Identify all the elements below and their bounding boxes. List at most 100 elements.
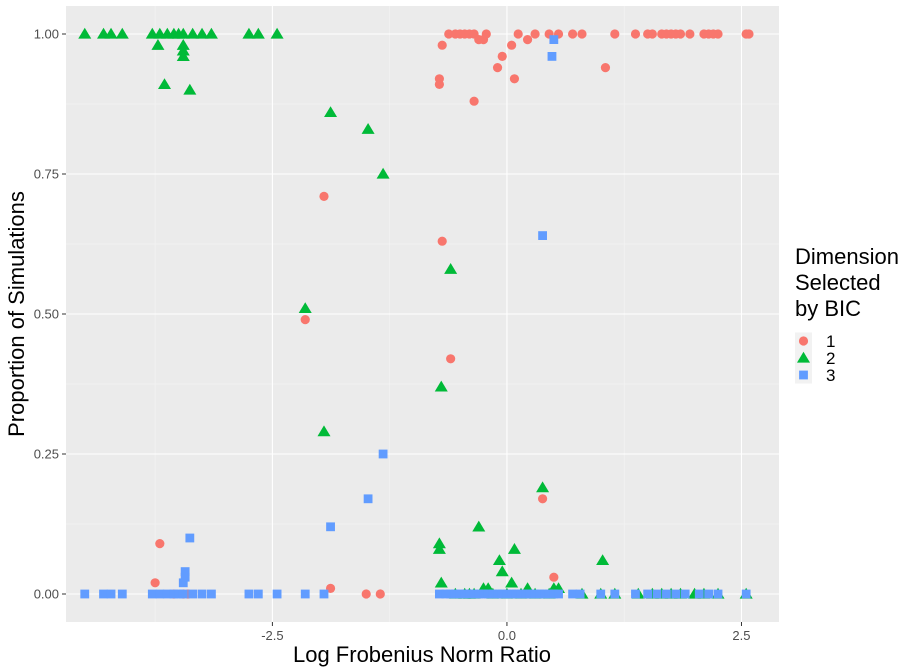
data-point-series-2 [78, 27, 92, 39]
legend-title-line-2: Selected [795, 270, 881, 295]
data-point-series-3 [671, 589, 681, 599]
data-point-series-2 [434, 380, 448, 392]
data-point-series-3 [180, 572, 190, 582]
y-tick-label: 0.50 [34, 307, 59, 322]
data-point-series-3 [326, 522, 335, 532]
data-point-series-1 [610, 29, 620, 39]
data-point-series-1 [647, 29, 657, 39]
data-point-series-3 [450, 589, 460, 599]
series-3 [80, 35, 751, 599]
data-point-series-1 [513, 29, 523, 39]
data-point-series-2 [361, 123, 375, 134]
data-point-series-3 [511, 589, 521, 599]
data-point-series-3 [643, 589, 653, 599]
y-tick-label: 0.00 [34, 587, 59, 602]
data-point-series-2 [432, 537, 446, 549]
data-point-series-3 [497, 589, 507, 599]
data-point-series-3 [180, 567, 190, 576]
data-point-series-1 [530, 29, 540, 39]
data-point-series-1 [437, 236, 447, 246]
x-tick-label: -2.5 [261, 628, 283, 643]
data-point-series-3 [474, 589, 484, 599]
data-point-series-3 [300, 589, 310, 599]
data-point-series-3 [80, 589, 90, 599]
data-point-series-2 [536, 481, 550, 493]
data-point-series-1 [685, 29, 695, 39]
data-point-series-2 [251, 27, 265, 39]
data-point-series-3 [704, 589, 714, 599]
data-point-series-1 [568, 29, 578, 39]
data-point-series-1 [744, 29, 754, 39]
data-point-series-1 [444, 29, 454, 39]
y-axis-ticks: 0.00 0.25 0.50 0.75 1.00 [34, 27, 66, 602]
data-point-series-3 [99, 589, 108, 599]
data-point-series-2 [104, 27, 118, 39]
data-point-series-2 [176, 44, 190, 56]
data-point-series-3 [441, 589, 451, 599]
data-point-series-2 [495, 565, 509, 577]
data-point-series-1 [300, 315, 310, 325]
data-point-series-3 [544, 589, 554, 599]
data-point-series-2 [324, 106, 338, 118]
data-point-series-3 [680, 589, 690, 599]
data-point-series-2 [176, 27, 190, 39]
data-point-series-2 [444, 263, 458, 274]
x-tick-label: 2.5 [732, 628, 750, 643]
data-point-series-3 [535, 589, 545, 599]
data-point-series-3 [460, 589, 470, 599]
data-point-series-3 [465, 589, 474, 599]
data-point-series-1 [497, 51, 507, 62]
data-point-series-2 [472, 520, 486, 532]
data-point-series-1 [661, 29, 672, 39]
data-point-series-3 [185, 533, 195, 543]
y-axis-title: Proportion of Simulations [4, 191, 29, 437]
legend-keys: 123 [795, 332, 835, 385]
data-point-series-3 [596, 589, 606, 599]
data-point-series-3 [516, 589, 526, 599]
data-point-series-3 [568, 589, 578, 599]
data-point-series-1 [509, 74, 520, 84]
legend-label-2: 2 [826, 349, 835, 368]
series-2 [78, 27, 753, 599]
data-point-series-3 [493, 589, 502, 599]
data-point-series-3 [488, 589, 498, 599]
data-point-series-3 [554, 589, 563, 599]
data-point-series-2 [242, 27, 256, 39]
data-point-series-3 [174, 589, 183, 599]
data-point-series-3 [207, 589, 216, 599]
data-point-series-3 [106, 589, 116, 599]
data-point-series-3 [741, 589, 751, 599]
data-point-series-2 [183, 83, 197, 95]
data-point-series-3 [117, 589, 127, 599]
data-point-series-1 [600, 63, 611, 73]
data-point-series-2 [596, 554, 610, 566]
data-point-series-1 [361, 589, 371, 599]
data-point-series-3 [244, 589, 254, 599]
y-tick-label: 0.25 [34, 447, 59, 462]
x-axis-ticks: -2.5 0.0 2.5 [261, 622, 751, 643]
data-point-series-3 [155, 589, 165, 599]
data-point-series-1 [434, 79, 444, 89]
data-point-series-1 [577, 29, 587, 39]
data-point-series-1 [446, 354, 456, 364]
data-point-series-2 [151, 39, 165, 50]
data-point-series-2 [505, 576, 519, 588]
data-point-series-3 [662, 589, 671, 599]
data-point-series-3 [434, 589, 444, 599]
data-point-series-1 [437, 40, 447, 50]
data-point-series-3 [525, 589, 535, 599]
data-point-series-1 [522, 35, 533, 45]
y-tick-label: 0.75 [34, 167, 59, 182]
data-point-series-2 [507, 543, 521, 554]
data-point-series-3 [378, 449, 388, 459]
data-point-series-3 [455, 589, 465, 599]
data-point-series-1 [155, 539, 165, 549]
data-point-series-1 [319, 191, 329, 201]
data-point-series-1 [481, 29, 491, 39]
data-point-series-3 [540, 589, 549, 599]
data-point-series-2 [176, 39, 190, 50]
x-tick-label: 0.0 [498, 628, 516, 643]
legend-key-1 [798, 336, 809, 346]
data-point-series-2 [492, 554, 506, 566]
